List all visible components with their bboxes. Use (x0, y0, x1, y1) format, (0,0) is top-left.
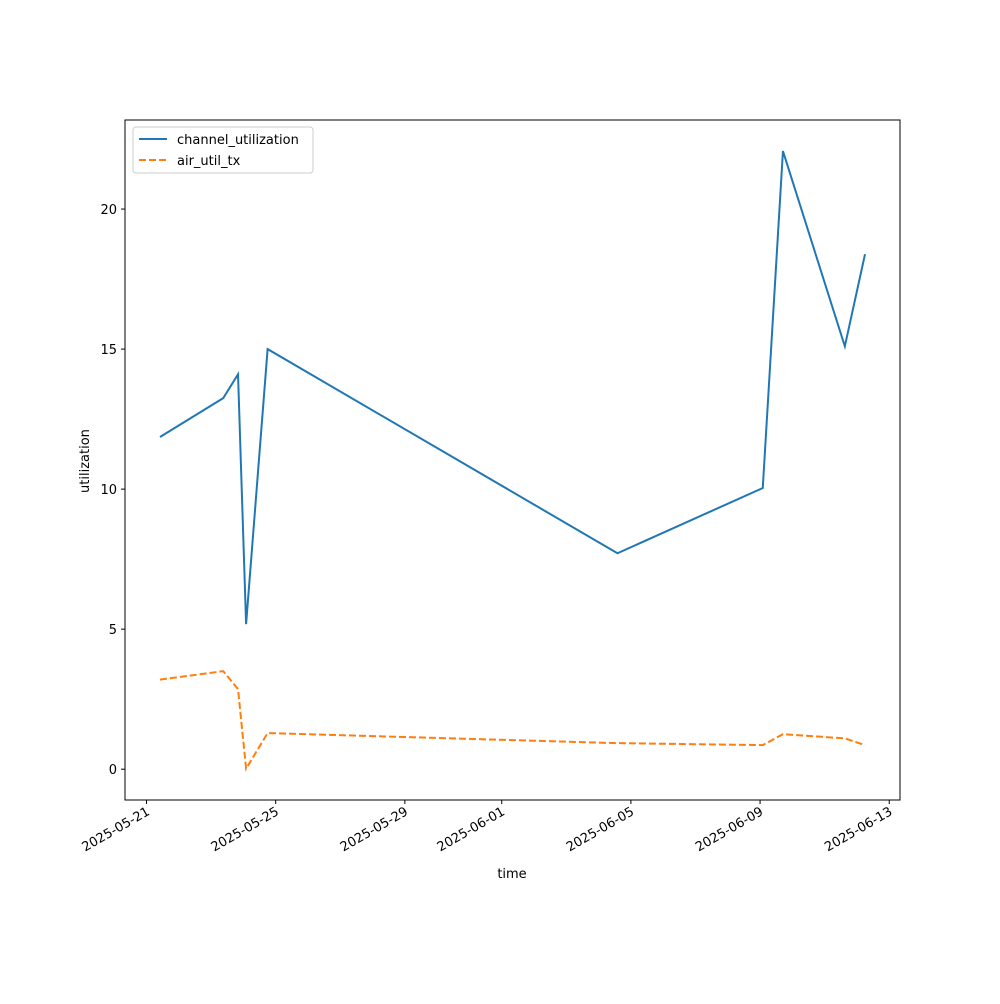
y-tick-label: 15 (100, 343, 117, 358)
y-tick-label: 10 (100, 483, 117, 498)
x-axis-label: time (497, 867, 526, 882)
legend-box (132, 126, 314, 174)
plot-frame (124, 119, 901, 801)
legend: channel_utilization air_util_tx (132, 126, 314, 174)
line-series (159, 670, 866, 772)
legend-label: air_util_tx (177, 154, 241, 169)
y-tick-label: 20 (100, 203, 117, 218)
y-axis-label: utilization (78, 429, 93, 493)
y-tick-label: 0 (109, 763, 117, 778)
y-tick-label: 5 (109, 623, 117, 638)
line-series (159, 150, 866, 625)
legend-label: channel_utilization (177, 133, 299, 148)
